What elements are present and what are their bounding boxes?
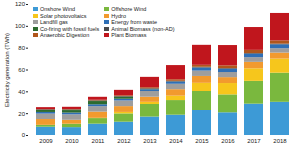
svg-text:2009: 2009: [39, 138, 53, 144]
svg-text:80: 80: [18, 45, 25, 51]
svg-text:2010: 2010: [65, 138, 79, 144]
svg-text:120: 120: [15, 1, 26, 7]
html-text:Onshore Wind: Onshore Wind: [40, 6, 76, 12]
svg-text:2017: 2017: [247, 138, 261, 144]
svg-text:2014: 2014: [169, 138, 183, 144]
svg-text:100: 100: [15, 23, 26, 29]
svg-text:60: 60: [18, 67, 25, 73]
html-text:Landfill gas: Landfill gas: [40, 19, 68, 25]
svg-text:40: 40: [18, 89, 25, 95]
html-text:Animal Biomass (non-AD): Animal Biomass (non-AD): [111, 25, 175, 32]
svg-text:2015: 2015: [195, 138, 209, 144]
svg-text:0: 0: [22, 132, 26, 138]
html-text:Offshore Wind: Offshore Wind: [111, 6, 147, 12]
svg-text:2013: 2013: [143, 138, 157, 144]
html-text:Hydro: Hydro: [111, 12, 126, 19]
svg-text:20: 20: [18, 111, 25, 117]
svg-text:2011: 2011: [92, 138, 106, 144]
html-text:Anaerobic Digestion: Anaerobic Digestion: [40, 32, 90, 38]
svg-text:2018: 2018: [273, 138, 287, 144]
html-text:Plant Biomass: Plant Biomass: [111, 32, 147, 38]
html-text:Energy from waste: Energy from waste: [111, 19, 158, 25]
html-text:Co-firing with fossil fuels: Co-firing with fossil fuels: [40, 25, 100, 32]
svg-text:2016: 2016: [221, 138, 235, 144]
svg-text:Electricity generation (TWh): Electricity generation (TWh): [4, 33, 10, 107]
html-text:Solar photovoltaics: Solar photovoltaics: [40, 12, 87, 19]
svg-text:2012: 2012: [117, 138, 131, 144]
